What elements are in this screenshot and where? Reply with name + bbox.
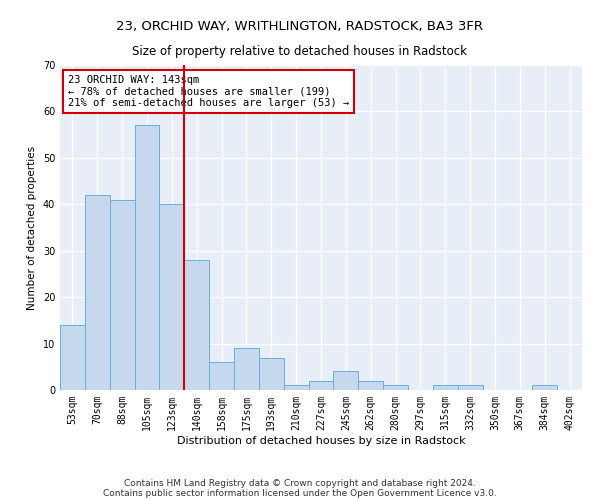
Text: Contains public sector information licensed under the Open Government Licence v3: Contains public sector information licen… — [103, 488, 497, 498]
Bar — [60, 325, 85, 390]
Text: Contains HM Land Registry data © Crown copyright and database right 2024.: Contains HM Land Registry data © Crown c… — [124, 478, 476, 488]
Text: Size of property relative to detached houses in Radstock: Size of property relative to detached ho… — [133, 45, 467, 58]
Text: 23, ORCHID WAY, WRITHLINGTON, RADSTOCK, BA3 3FR: 23, ORCHID WAY, WRITHLINGTON, RADSTOCK, … — [116, 20, 484, 33]
Bar — [184, 260, 209, 390]
Bar — [209, 362, 234, 390]
Bar — [85, 195, 110, 390]
Bar — [134, 126, 160, 390]
Bar — [383, 386, 408, 390]
Bar — [160, 204, 184, 390]
Bar — [259, 358, 284, 390]
X-axis label: Distribution of detached houses by size in Radstock: Distribution of detached houses by size … — [176, 436, 466, 446]
Y-axis label: Number of detached properties: Number of detached properties — [27, 146, 37, 310]
Bar — [234, 348, 259, 390]
Bar — [532, 386, 557, 390]
Bar — [110, 200, 134, 390]
Bar — [358, 380, 383, 390]
Bar — [433, 386, 458, 390]
Text: 23 ORCHID WAY: 143sqm
← 78% of detached houses are smaller (199)
21% of semi-det: 23 ORCHID WAY: 143sqm ← 78% of detached … — [68, 74, 349, 108]
Bar — [284, 386, 308, 390]
Bar — [458, 386, 482, 390]
Bar — [334, 372, 358, 390]
Bar — [308, 380, 334, 390]
